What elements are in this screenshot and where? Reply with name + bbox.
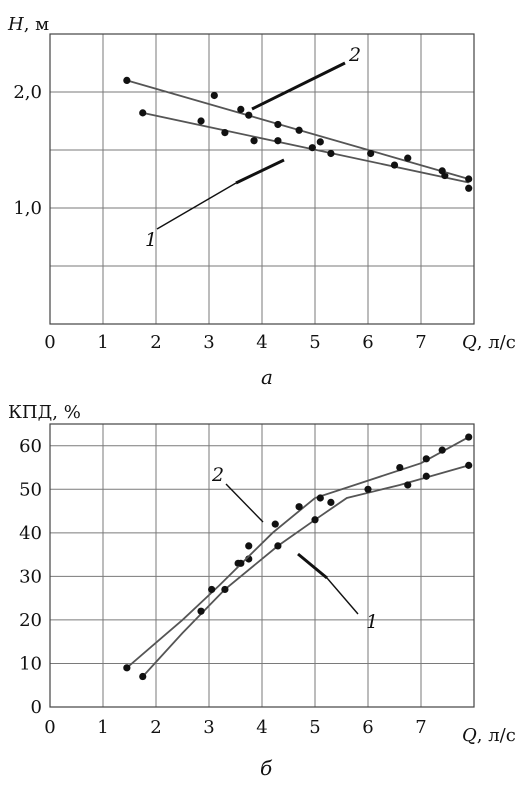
y-tick-label: 40 xyxy=(19,523,42,544)
series-2-point xyxy=(123,664,131,672)
x-ticks-b: 0 1 2 3 4 5 6 7 xyxy=(44,717,426,738)
x-ticks-a: 0 1 2 3 4 5 6 7 xyxy=(44,332,426,353)
series-2-point xyxy=(245,542,253,550)
series-2-point xyxy=(404,154,412,162)
y-axis-title-b: КПД, % xyxy=(8,402,81,423)
x-tick-label: 5 xyxy=(309,717,320,738)
series-1-point xyxy=(465,461,473,469)
series-1-line xyxy=(142,112,469,184)
y-tick-label: 30 xyxy=(19,566,42,587)
series-1-point xyxy=(422,472,430,480)
series-2-point xyxy=(316,138,324,146)
curve-label-2-b: 2 xyxy=(211,464,224,486)
x-axis-title-b: Q, л/с xyxy=(462,725,516,746)
x-tick-label: 3 xyxy=(203,717,214,738)
y-tick-label: 20 xyxy=(19,610,42,631)
x-tick-label: 2 xyxy=(150,717,161,738)
caption-a: а xyxy=(261,365,273,389)
x-tick-label: 7 xyxy=(415,332,426,353)
series-2-point xyxy=(316,494,324,502)
y-tick-label: 60 xyxy=(19,436,42,457)
series-1-point xyxy=(327,149,335,158)
x-tick-label: 6 xyxy=(362,332,373,353)
series-1-point xyxy=(221,129,229,137)
x-tick-label: 1 xyxy=(97,332,108,353)
series-1-point xyxy=(327,498,335,506)
leader-curve-2-a xyxy=(251,61,346,111)
series-1-point xyxy=(274,542,282,550)
series-1-point xyxy=(311,516,319,524)
series-2-point xyxy=(438,167,446,175)
leader-curve-1-a xyxy=(156,182,237,230)
leader-curve-1-a-thick xyxy=(235,158,285,185)
series-2-point xyxy=(237,559,245,567)
x-tick-label: 2 xyxy=(150,332,161,353)
x-tick-label: 0 xyxy=(44,332,55,353)
series-1-point xyxy=(465,184,473,192)
curve-label-1-a: 1 xyxy=(145,229,157,251)
series-2-point xyxy=(210,91,218,100)
curve-label-1-b: 1 xyxy=(366,611,378,633)
series-1-point xyxy=(139,109,147,117)
series-group-b xyxy=(123,433,473,681)
leader-curve-1-b xyxy=(326,577,359,615)
series-1-point xyxy=(250,137,258,145)
series-1-point xyxy=(404,481,412,489)
y-tick-label: 0 xyxy=(31,697,42,718)
series-1-point xyxy=(274,137,282,145)
series-2-point xyxy=(271,520,279,528)
y-tick-label: 2,0 xyxy=(13,82,42,103)
series-1-point xyxy=(364,485,372,493)
leader-curve-1-b-thick xyxy=(297,552,328,580)
series-2-point xyxy=(465,433,473,441)
series-2-point xyxy=(245,111,253,119)
grid-b xyxy=(50,424,474,707)
x-tick-label: 0 xyxy=(44,717,55,738)
series-2-point xyxy=(422,455,430,463)
y-tick-label: 10 xyxy=(19,653,42,674)
series-1-point xyxy=(221,585,229,594)
x-axis-title-a: Q, л/с xyxy=(462,332,516,353)
leader-curve-2-b xyxy=(225,483,264,523)
series-group-a xyxy=(123,76,473,192)
series-1-point xyxy=(390,161,399,169)
series-2-point xyxy=(123,76,131,84)
x-tick-label: 6 xyxy=(362,717,373,738)
series-2-point xyxy=(295,503,303,511)
series-2-point xyxy=(237,105,245,113)
series-2-point xyxy=(295,126,303,134)
series-2-point xyxy=(438,446,446,454)
series-2-point xyxy=(396,463,404,472)
series-2-point xyxy=(274,120,282,129)
series-1-line xyxy=(142,464,469,678)
caption-b: б xyxy=(260,756,273,780)
y-ticks-a: 1,0 2,0 xyxy=(13,82,42,219)
x-tick-label: 1 xyxy=(97,717,108,738)
plot-frame-b xyxy=(49,423,475,708)
series-2-point xyxy=(465,175,473,183)
chart-efficiency-vs-flow: 0 1 2 3 4 5 6 7 0 10 20 30 40 50 60 КПД, % Q, л/с 2 1… xyxy=(8,402,516,780)
x-tick-label: 4 xyxy=(256,717,267,738)
y-axis-title-a: H, м xyxy=(7,14,49,35)
chart-head-vs-flow: 0 1 2 3 4 5 6 7 1,0 2,0 H, м Q, л/с 2 1 а xyxy=(7,14,516,389)
plot-frame-a xyxy=(49,33,475,325)
x-tick-label: 4 xyxy=(256,332,267,353)
series-2-line xyxy=(126,436,470,669)
y-ticks-b: 0 10 20 30 40 50 60 xyxy=(19,436,42,718)
x-tick-label: 7 xyxy=(415,717,426,738)
series-1-point xyxy=(197,117,205,125)
series-2-point xyxy=(208,585,216,594)
series-1-point xyxy=(139,672,147,681)
series-2-point xyxy=(367,149,375,158)
y-tick-label: 50 xyxy=(19,479,42,500)
x-tick-label: 3 xyxy=(203,332,214,353)
x-tick-label: 5 xyxy=(309,332,320,353)
series-1-point xyxy=(197,607,205,615)
y-tick-label: 1,0 xyxy=(13,198,42,219)
curve-label-2-a: 2 xyxy=(348,44,361,66)
grid-a xyxy=(50,34,474,324)
series-1-point xyxy=(308,144,316,152)
